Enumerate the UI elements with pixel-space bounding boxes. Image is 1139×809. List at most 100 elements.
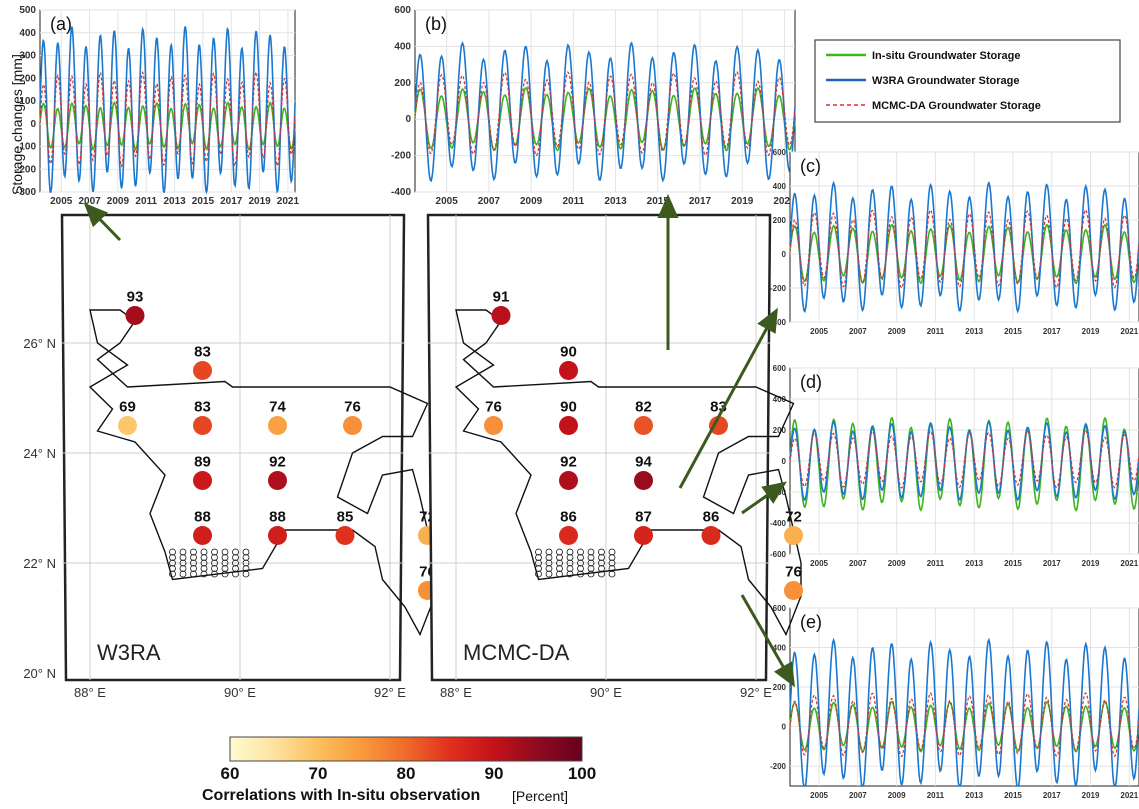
delta-texture <box>179 554 187 561</box>
x-tick-label: 2009 <box>888 327 906 336</box>
station-correlation-label: 85 <box>337 509 354 526</box>
delta-texture <box>200 559 208 567</box>
delta-texture <box>566 565 574 572</box>
delta-texture <box>169 565 176 572</box>
x-tick-label: 2007 <box>849 327 867 336</box>
colorbar-title: Correlations with In-situ observation <box>202 787 480 804</box>
delta-texture <box>577 554 584 561</box>
station-marker <box>335 526 355 545</box>
delta-texture <box>232 554 239 561</box>
x-tick-label: 2015 <box>1004 791 1022 800</box>
delta-texture <box>566 554 574 561</box>
x-tick-label: 2017 <box>1043 559 1061 568</box>
x-tick-label: 2021 <box>773 196 796 207</box>
delta-texture <box>190 548 197 556</box>
x-tick-label: 2007 <box>849 791 867 800</box>
station-marker <box>784 526 803 545</box>
delta-texture <box>598 548 605 556</box>
delta-texture <box>556 570 563 578</box>
y-tick-label: 200 <box>394 78 411 89</box>
x-tick-label: 2019 <box>731 196 754 207</box>
station-marker <box>268 526 287 545</box>
station-marker <box>491 306 511 325</box>
station-correlation-label: 86 <box>560 509 577 526</box>
longitude-label: 88° E <box>440 685 472 700</box>
delta-texture <box>232 548 239 556</box>
station-marker <box>118 416 137 435</box>
delta-texture <box>545 565 553 572</box>
station-marker <box>193 471 212 490</box>
y-tick-label: -400 <box>770 318 787 327</box>
y-tick-label: 200 <box>773 683 787 692</box>
delta-texture <box>200 565 208 572</box>
legend: In-situ Groundwater Storage W3RA Groundw… <box>814 39 1121 123</box>
x-tick-label: 2015 <box>192 196 215 207</box>
latitude-label: 22° N <box>23 556 56 571</box>
y-tick-label: 200 <box>773 216 787 225</box>
station-marker <box>559 526 578 545</box>
station-marker <box>125 306 145 325</box>
x-tick-label: 2019 <box>248 196 271 207</box>
connector-arrows <box>83 194 795 688</box>
latitude-label: 24° N <box>23 446 56 461</box>
delta-texture <box>545 548 553 556</box>
timeseries-panel: -400 -200 0 200 400 600 2005 2007 2009 2011 2013 20… <box>391 5 796 207</box>
station-marker <box>784 581 803 600</box>
x-tick-label: 2011 <box>927 327 945 336</box>
y-tick-label: 600 <box>773 148 787 157</box>
longitude-label: 92° E <box>374 685 406 700</box>
delta-texture <box>535 548 542 556</box>
x-tick-label: 2005 <box>810 559 828 568</box>
delta-texture <box>608 559 616 567</box>
country-outline <box>454 309 802 637</box>
delta-texture <box>535 559 542 567</box>
colorbar-tick-label: 60 <box>221 764 240 783</box>
x-tick-label: 2017 <box>689 196 712 207</box>
panel-label: (d) <box>800 372 822 392</box>
delta-texture <box>535 565 542 572</box>
delta-texture <box>242 548 250 556</box>
delta-texture <box>169 548 176 556</box>
station-marker <box>193 416 212 435</box>
colorbar-tick-label: 80 <box>397 764 416 783</box>
x-tick-label: 2017 <box>1043 791 1061 800</box>
y-tick-label: 0 <box>782 723 787 732</box>
delta-texture <box>587 554 595 561</box>
delta-texture <box>169 570 176 578</box>
longitude-label: 88° E <box>74 685 106 700</box>
latitude-label: 20° N <box>23 666 56 681</box>
delta-texture <box>545 570 553 578</box>
station-correlation-label: 87 <box>635 509 652 526</box>
delta-texture <box>608 548 616 556</box>
delta-texture <box>221 559 229 567</box>
series-line-mcmc <box>789 691 1139 758</box>
station-marker <box>559 471 578 490</box>
x-tick-label: 2019 <box>1082 559 1100 568</box>
delta-texture <box>608 570 616 578</box>
station-marker <box>343 416 362 435</box>
delta-texture <box>211 554 218 561</box>
station-marker <box>559 416 578 435</box>
delta-texture <box>566 548 574 556</box>
delta-texture <box>577 559 584 567</box>
x-tick-label: 2021 <box>1120 559 1138 568</box>
delta-texture <box>190 565 197 572</box>
station-marker <box>634 416 653 435</box>
x-tick-label: 2009 <box>888 559 906 568</box>
delta-texture <box>190 570 197 578</box>
delta-texture <box>200 570 208 578</box>
map-frame <box>60 213 406 682</box>
x-tick-label: 2011 <box>562 196 584 207</box>
station-correlation-label: 76 <box>785 564 802 581</box>
delta-texture <box>200 554 208 561</box>
map-title: W3RA <box>97 640 161 665</box>
delta-texture <box>200 548 208 556</box>
y-tick-label: 200 <box>19 73 36 84</box>
x-tick-label: 2021 <box>1120 327 1138 336</box>
delta-texture <box>169 554 176 561</box>
y-tick-label: 400 <box>394 41 411 52</box>
y-tick-label: -200 <box>770 284 787 293</box>
delta-texture <box>190 554 197 561</box>
x-tick-label: 2021 <box>277 196 300 207</box>
